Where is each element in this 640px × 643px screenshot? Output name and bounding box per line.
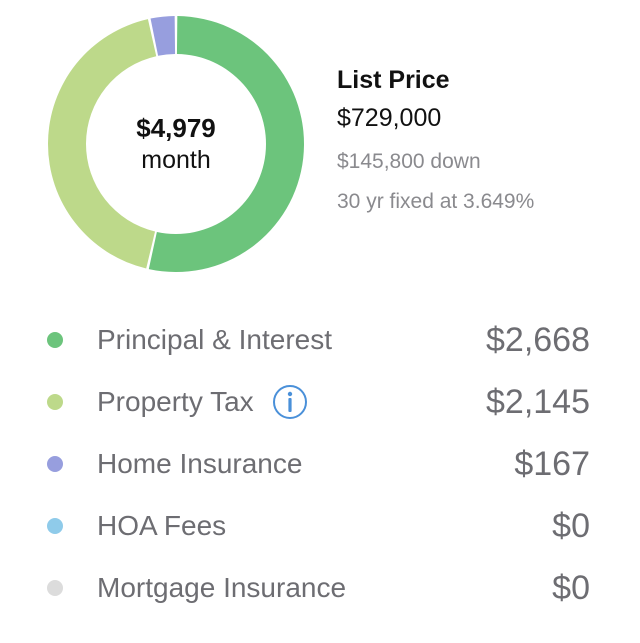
property-tax-dot: [47, 394, 63, 410]
property-tax-label-text: Property Tax: [97, 386, 254, 417]
property-tax-value: $2,145: [486, 383, 590, 421]
property-tax-label: Property Tax: [97, 382, 308, 422]
donut-slice-property-tax: [47, 19, 157, 269]
home-insurance-label: Home Insurance: [97, 444, 302, 484]
mortgage-insurance-label: Mortgage Insurance: [97, 568, 346, 608]
home-insurance-dot: [47, 456, 63, 472]
breakdown-row-hoa-fees: HOA Fees $0: [0, 494, 640, 556]
principal-interest-value: $2,668: [486, 321, 590, 359]
price-info: List Price $729,000 $145,800 down 30 yr …: [337, 62, 627, 222]
principal-interest-label: Principal & Interest: [97, 320, 332, 360]
mortgage-insurance-label-text: Mortgage Insurance: [97, 572, 347, 603]
breakdown-row-property-tax: Property Tax $2,145: [0, 370, 640, 432]
mortgage-insurance-dot: [47, 580, 63, 596]
payment-breakdown-list: Principal & Interest $2,668 Property Tax…: [0, 308, 640, 618]
loan-terms: 30 yr fixed at 3.649%: [337, 190, 535, 213]
donut-slice-principal-interest: [148, 16, 304, 272]
home-insurance-label-text: Home Insurance: [97, 448, 303, 479]
info-circle-icon[interactable]: [272, 384, 308, 420]
home-insurance-value: $167: [514, 445, 590, 483]
donut-slice-home-insurance: [150, 16, 176, 56]
hoa-fees-label-text: HOA Fees: [97, 510, 227, 541]
breakdown-row-principal-interest: Principal & Interest $2,668: [0, 308, 640, 370]
down-payment: $145,800 down: [337, 150, 481, 173]
hoa-fees-label: HOA Fees: [97, 506, 226, 546]
hoa-fees-dot: [47, 518, 63, 534]
principal-interest-dot: [47, 332, 63, 348]
breakdown-row-mortgage-insurance: Mortgage Insurance $0: [0, 556, 640, 618]
principal-interest-label-text: Principal & Interest: [97, 324, 332, 355]
payment-summary: $4,979 month List Price $729,000 $145,80…: [0, 0, 640, 290]
donut-svg: [47, 16, 304, 272]
donut-center: $4,979 month: [46, 14, 306, 274]
monthly-payment-unit: month: [141, 146, 211, 174]
payment-donut-chart: $4,979 month: [46, 14, 306, 274]
breakdown-row-home-insurance: Home Insurance $167: [0, 432, 640, 494]
monthly-payment-amount: $4,979: [136, 113, 216, 143]
list-price-value: $729,000: [337, 104, 442, 132]
hoa-fees-value: $0: [552, 507, 590, 545]
list-price-label: List Price: [337, 66, 450, 94]
mortgage-insurance-value: $0: [552, 569, 590, 607]
